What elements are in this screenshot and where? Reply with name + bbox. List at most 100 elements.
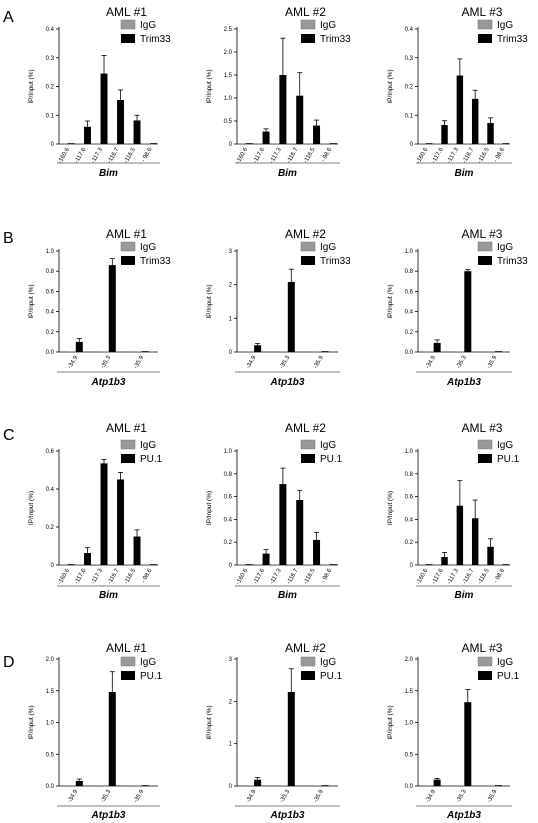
- y-tick-label: 0: [410, 563, 414, 569]
- y-tick-label: 0.8: [405, 472, 414, 478]
- x-tick-label: - 98.6: [493, 567, 506, 584]
- bar-target: [254, 345, 262, 352]
- y-tick-label: 1.0: [405, 721, 414, 727]
- y-tick-label: 1.5: [405, 689, 414, 695]
- bar-igg: [305, 564, 313, 565]
- bar-igg: [495, 564, 503, 565]
- y-tick-label: 1.0: [224, 96, 233, 102]
- x-tick-label: -117.3: [269, 146, 283, 164]
- bar-igg: [313, 351, 321, 352]
- legend-label-target: PU.1: [320, 454, 343, 465]
- legend-swatch-igg: [477, 241, 493, 252]
- chart-2: AML #2 0 0.5 1.0 1.5 2.0 2.5 IP/Input (%) -160.6…: [206, 5, 351, 179]
- chart-grid: AML #100.10.20.30.4IP/Input (%)-160.6 -11…: [28, 5, 528, 821]
- legend-swatch-igg: [120, 241, 136, 252]
- legend-label-target: Trim33: [497, 256, 528, 267]
- legend-swatch-target: [478, 256, 492, 265]
- x-tick-label: -117.3: [90, 567, 104, 585]
- legend-label-igg: IgG: [320, 657, 336, 668]
- x-tick-label: -35.9: [313, 788, 325, 803]
- x-tick-label: -117.6: [74, 567, 88, 585]
- x-tick-label: -116.5: [303, 146, 317, 164]
- bar-target: [441, 557, 448, 565]
- legend-swatch-igg: [477, 656, 493, 667]
- legend-swatch-target: [121, 454, 135, 463]
- bar-target: [313, 539, 321, 565]
- legend-swatch-igg: [477, 439, 493, 450]
- panel-label-d: D: [3, 654, 15, 671]
- legend-swatch-igg: [477, 19, 493, 30]
- bar-igg: [456, 351, 464, 352]
- bar-igg: [271, 564, 279, 565]
- legend-swatch-igg: [300, 656, 316, 667]
- legend-swatch-target: [121, 256, 135, 265]
- chart-6: AML #3 0.0 0.2 0.4 0.6 0.8 1.0 IP/Input (%) -34.…: [387, 227, 528, 388]
- x-tick-label: -117.3: [447, 146, 461, 164]
- bar-igg: [68, 351, 76, 352]
- bar-target: [133, 536, 141, 565]
- panel-label-b: B: [3, 230, 14, 247]
- x-tick-label: -116.7: [107, 567, 121, 585]
- y-tick-label: 0.6: [405, 495, 414, 501]
- chart-title: AML #3: [462, 641, 503, 655]
- y-axis-label: IP/Input (%): [28, 284, 35, 318]
- y-tick-label: 0.6: [405, 289, 414, 295]
- x-tick-label: -117.3: [90, 146, 104, 164]
- legend-swatch-igg: [300, 241, 316, 252]
- legend-swatch-igg: [300, 19, 316, 30]
- x-tick-label: -34.9: [246, 354, 258, 369]
- bar-igg: [426, 785, 434, 786]
- y-tick-label: 0.4: [405, 517, 414, 523]
- bar-target: [456, 75, 464, 144]
- y-axis-label: IP/Input (%): [387, 491, 394, 525]
- y-axis-label: IP/Input (%): [387, 284, 394, 318]
- legend-label-igg: IgG: [320, 440, 336, 451]
- chart-title: AML #1: [106, 641, 147, 655]
- y-tick-label: 1.5: [46, 689, 55, 695]
- bar-igg: [101, 785, 109, 786]
- bar-target: [464, 702, 472, 786]
- bar-target: [108, 692, 116, 786]
- bar-igg: [487, 785, 495, 786]
- y-tick-label: 0: [51, 563, 55, 569]
- gene-label: Bim: [278, 590, 297, 601]
- x-tick-label: -116.5: [123, 146, 137, 164]
- bar-target: [433, 779, 441, 786]
- bar-target: [75, 780, 83, 786]
- bar-target: [502, 564, 510, 565]
- x-tick-label: -117.6: [74, 146, 88, 164]
- panel-label-a: A: [3, 9, 14, 26]
- legend-label-igg: IgG: [320, 20, 336, 31]
- legend-swatch-target: [478, 34, 492, 43]
- bar-igg: [254, 564, 262, 565]
- y-tick-label: 0.4: [46, 27, 55, 33]
- gene-label: Bim: [99, 590, 118, 601]
- bar-target: [494, 785, 502, 786]
- bar-target: [425, 564, 433, 565]
- x-tick-label: -160.6: [57, 146, 71, 164]
- bar-igg: [313, 785, 321, 786]
- bar-target: [67, 143, 75, 144]
- bar-target: [502, 143, 510, 144]
- chart-8: AML #2 0 0.2 0.4 0.6 0.8 1.0 IP/Input (%) -160.6…: [206, 421, 343, 601]
- bar-target: [75, 341, 83, 352]
- y-tick-label: 3: [229, 657, 233, 663]
- bar-target: [441, 125, 448, 144]
- x-tick-label: -35.9: [133, 354, 145, 369]
- x-tick-label: -116.5: [303, 567, 317, 585]
- y-tick-label: 0: [229, 350, 233, 356]
- x-tick-label: -116.7: [107, 146, 121, 164]
- bar-igg: [126, 564, 133, 565]
- x-tick-label: -35.9: [486, 788, 498, 803]
- chart-9: AML #3 0 0.2 0.4 0.6 0.8 1.0 IP/Input (%) -160.6…: [387, 421, 520, 601]
- bar-igg: [322, 564, 330, 565]
- legend-label-igg: IgG: [140, 657, 156, 668]
- bar-igg: [305, 143, 313, 144]
- x-tick-label: -116.5: [123, 567, 137, 585]
- y-tick-label: 0.2: [405, 330, 414, 336]
- legend-swatch-target: [301, 671, 315, 680]
- chart-4: AML #1 0.0 0.2 0.4 0.6 0.8 1.0 IP/Input (%) -34.…: [28, 227, 171, 388]
- bar-igg: [93, 143, 100, 144]
- bar-igg: [246, 785, 254, 786]
- bar-target: [150, 564, 157, 565]
